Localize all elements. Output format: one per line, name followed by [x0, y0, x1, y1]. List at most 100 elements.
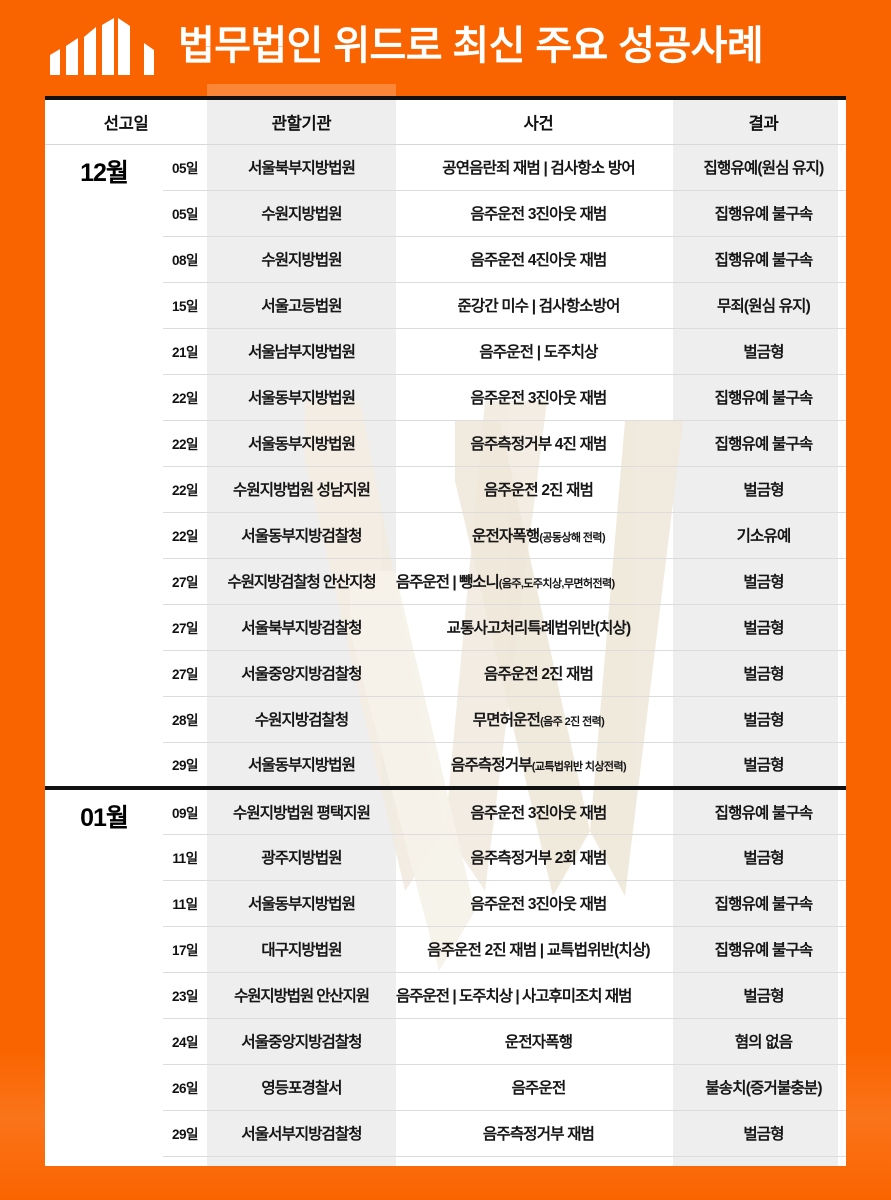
cell-day: 11일 [163, 880, 208, 927]
cell-agency: 광주지방법원 [207, 834, 397, 881]
table-header-row: 선고일 관할기관 사건 결과 [45, 96, 846, 145]
cell-result: 집행유예 불구속 [681, 786, 846, 835]
cell-agency: 서울북부지방법원 [207, 144, 397, 191]
cell-day: 08일 [163, 236, 208, 283]
cell-agency: 서울동부지방법원 [207, 374, 397, 421]
header-accent-sliver [207, 84, 396, 98]
table-row: 22일 서울동부지방검찰청 운전자폭행(공동상해 전력) 기소유예 [45, 512, 846, 559]
cell-day: 27일 [163, 558, 208, 605]
month-label: 12월 [80, 158, 129, 187]
cell-result: 고액 합의금 수령 [681, 1156, 846, 1166]
results-card: 선고일 관할기관 사건 결과 12월 05일 서울북부지방법원 공연음란죄 재범 | … [45, 96, 846, 1166]
table-row: 28일 수원지방검찰청 무면허운전(음주 2진 전력) 벌금형 [45, 696, 846, 743]
table-row: 24일 서울중앙지방검찰청 운전자폭행 혐의 없음 [45, 1018, 846, 1065]
table-row: 11일 서울동부지방법원 음주운전 3진아웃 재범 집행유예 불구속 [45, 880, 846, 927]
cell-case: 음주운전 2진 재범 [396, 466, 682, 513]
cell-agency: 수원지방검찰청 [207, 696, 397, 743]
cell-day: 05일 [163, 190, 208, 237]
cell-result: 벌금형 [681, 696, 846, 743]
cell-case: 음주운전 | 도주치상 [396, 328, 682, 375]
cell-case: (피해자 대리)학폭 피해자 합의조력 [396, 1156, 682, 1166]
cell-agency: 수원지방검찰청 안산지청 [207, 558, 397, 605]
cell-agency: - [207, 1156, 397, 1166]
cell-agency: 서울동부지방법원 [207, 420, 397, 467]
table-head: 선고일 관할기관 사건 결과 [45, 96, 846, 145]
column-header-result: 결과 [681, 96, 846, 145]
cell-agency: 서울북부지방검찰청 [207, 604, 397, 651]
cell-day: 23일 [163, 972, 208, 1019]
cell-day: 29일 [163, 742, 208, 789]
success-cases-table: 선고일 관할기관 사건 결과 12월 05일 서울북부지방법원 공연음란죄 재범 | … [45, 96, 846, 1166]
cell-day: 22일 [163, 512, 208, 559]
cell-day: 27일 [163, 650, 208, 697]
cell-case: 음주운전 3진아웃 재범 [396, 880, 682, 927]
cell-result: 벌금형 [681, 466, 846, 513]
cell-case: 음주운전 2진 재범 [396, 650, 682, 697]
table-row: 22일 서울동부지방법원 음주측정거부 4진 재범 집행유예 불구속 [45, 420, 846, 467]
cell-result: 벌금형 [681, 742, 846, 789]
cell-case-note: (음주 2진 전력) [540, 716, 605, 728]
cell-case-note: (음주,도주치상,무면허전력) [498, 578, 615, 590]
table-row: 01월 09일 수원지방법원 평택지원 음주운전 3진아웃 재범 집행유예 불구속 [45, 786, 846, 1166]
cell-result: 집행유예 불구속 [681, 236, 846, 283]
cell-case: 음주측정거부 2회 재범 [396, 834, 682, 881]
cell-case: 음주운전 4진아웃 재범 [396, 236, 682, 283]
cell-day: 27일 [163, 604, 208, 651]
cell-day: 09일 [163, 786, 208, 835]
cell-result: 기소유예 [681, 512, 846, 559]
table-row: 27일 수원지방검찰청 안산지청 음주운전 | 뺑소니(음주,도주치상,무면허전력)… [45, 558, 846, 605]
cell-result: 벌금형 [681, 558, 846, 605]
cell-case: 공연음란죄 재범 | 검사항소 방어 [396, 144, 682, 191]
cell-result: 집행유예 불구속 [681, 420, 846, 467]
cell-case: 교통사고처리특례법위반(치상) [396, 604, 682, 651]
cell-case: 운전자폭행(공동상해 전력) [396, 512, 682, 559]
cell-result: 불송치(증거불충분) [681, 1064, 846, 1111]
table-row: 22일 서울동부지방법원 음주운전 3진아웃 재범 집행유예 불구속 [45, 374, 846, 421]
column-header-case: 사건 [396, 96, 682, 145]
cell-case: 음주측정거부 재범 [396, 1110, 682, 1157]
page-title: 법무법인 위드로 최신 주요 성공사례 [178, 24, 764, 68]
table-row: 08일 수원지방법원 음주운전 4진아웃 재범 집행유예 불구속 [45, 236, 846, 283]
cell-agency: 서울동부지방검찰청 [207, 512, 397, 559]
cell-agency: 서울남부지방법원 [207, 328, 397, 375]
cell-case: 음주운전 [396, 1064, 682, 1111]
table-body: 12월 05일 서울북부지방법원 공연음란죄 재범 | 검사항소 방어 집행유예(원심 … [45, 144, 846, 1166]
cell-case-note: (공동상해 전력) [539, 532, 606, 544]
table-row: 29일-(피해자 대리)학폭 피해자 합의조력고액 합의금 수령 [45, 1156, 846, 1166]
cell-agency: 대구지방법원 [207, 926, 397, 973]
month-label: 01월 [45, 786, 163, 1166]
cell-agency: 서울동부지방법원 [207, 880, 397, 927]
cell-day: 24일 [163, 1018, 208, 1065]
table-row: 15일 서울고등법원 준강간 미수 | 검사항소방어 무죄(원심 유지) [45, 282, 846, 329]
table-row: 21일 서울남부지방법원 음주운전 | 도주치상 벌금형 [45, 328, 846, 375]
cell-day: 05일 [163, 144, 208, 191]
cell-agency: 서울동부지방법원 [207, 742, 397, 789]
cell-day: 28일 [163, 696, 208, 743]
cell-result: 벌금형 [681, 1110, 846, 1157]
cell-result: 혐의 없음 [681, 1018, 846, 1065]
cell-day: 29일 [163, 1110, 208, 1157]
page-header: 법무법인 위드로 최신 주요 성공사례 [0, 0, 891, 92]
cell-agency: 수원지방법원 성남지원 [207, 466, 397, 513]
cell-case: 운전자폭행 [396, 1018, 682, 1065]
cell-agency: 영등포경찰서 [207, 1064, 397, 1111]
cell-day: 22일 [163, 374, 208, 421]
cell-agency: 수원지방법원 안산지원 [207, 972, 397, 1019]
table-row: 17일 대구지방법원 음주운전 2진 재범 | 교특법위반(치상) 집행유예 불구속 [45, 926, 846, 973]
cell-agency: 서울중앙지방검찰청 [207, 1018, 397, 1065]
cell-case: 음주운전 | 뺑소니(음주,도주치상,무면허전력) [396, 558, 682, 605]
cell-day: 17일 [163, 926, 208, 973]
table-row: 29일 서울서부지방검찰청 음주측정거부 재범 벌금형 [45, 1110, 846, 1157]
cell-day: 11일 [163, 834, 208, 881]
table-row: 27일 서울중앙지방검찰청 음주운전 2진 재범 벌금형 [45, 650, 846, 697]
cell-agency: 수원지방법원 평택지원 [207, 786, 397, 835]
cell-case: 음주운전 | 도주치상 | 사고후미조치 재범 [396, 972, 682, 1019]
cell-day: 22일 [163, 466, 208, 513]
cell-result: 벌금형 [681, 650, 846, 697]
cell-agency: 서울중앙지방검찰청 [207, 650, 397, 697]
cell-case: 음주측정거부 4진 재범 [396, 420, 682, 467]
cell-result: 집행유예 불구속 [681, 190, 846, 237]
table-row: 26일 영등포경찰서 음주운전 불송치(증거불충분) [45, 1064, 846, 1111]
cell-case: 음주운전 3진아웃 재범 [396, 786, 682, 835]
